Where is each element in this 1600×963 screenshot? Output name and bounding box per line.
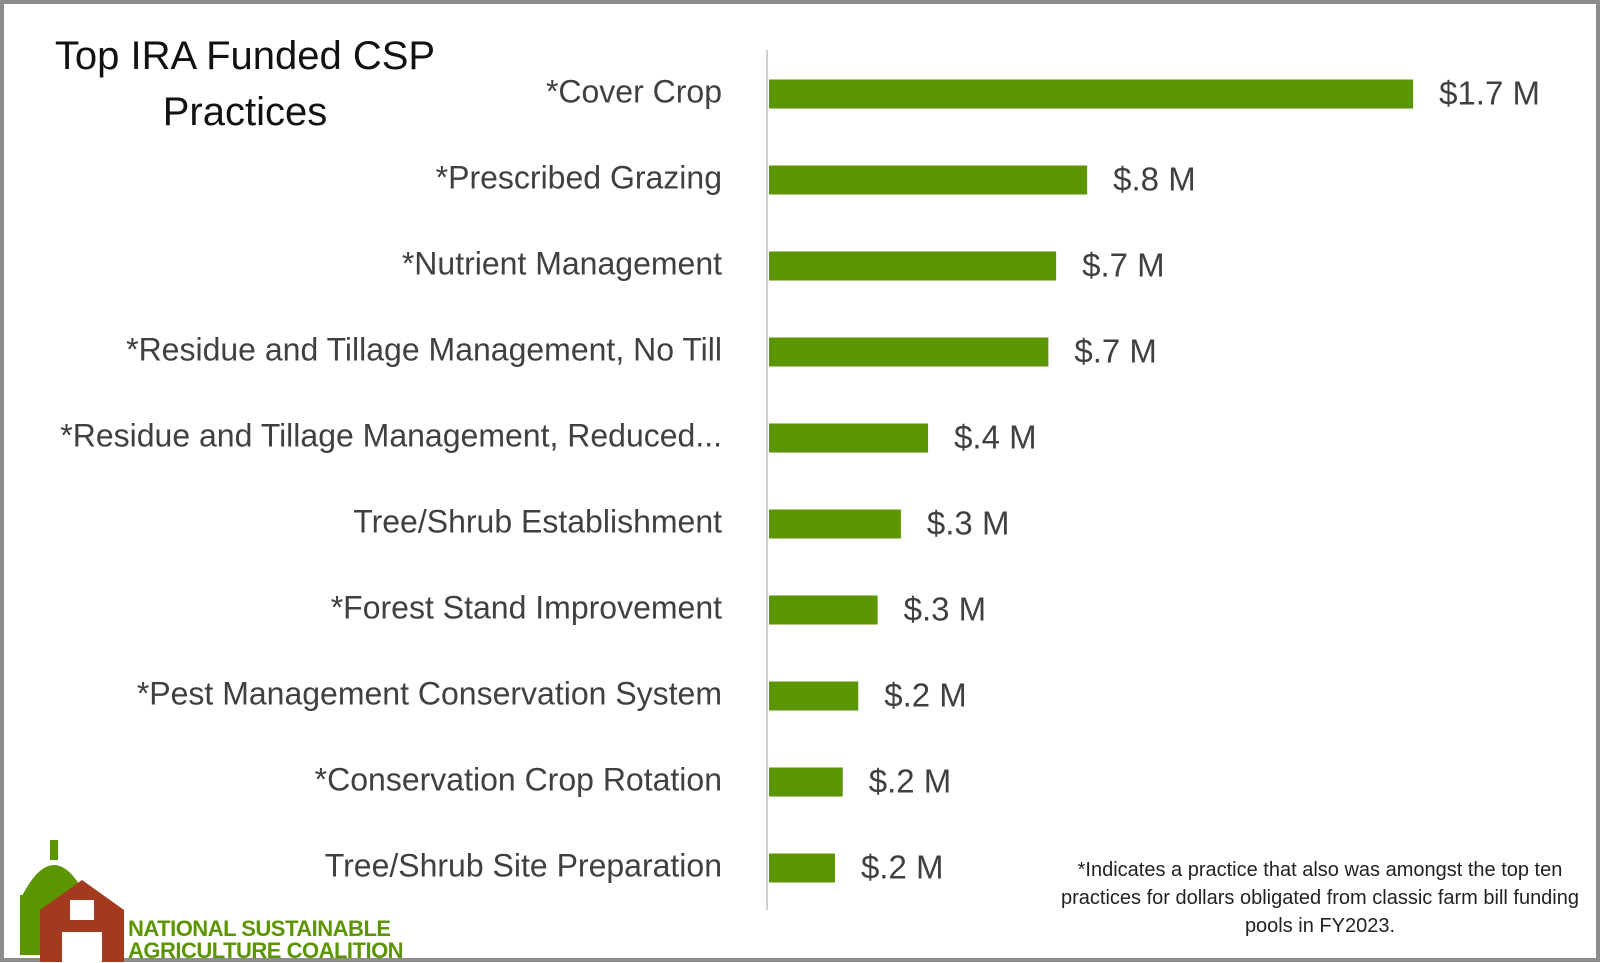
category-label: *Cover Crop — [546, 73, 722, 109]
value-label: $.4 M — [954, 419, 1037, 456]
bar — [769, 337, 1049, 367]
footnote: *Indicates a practice that also was amon… — [1061, 859, 1579, 937]
category-label: *Residue and Tillage Management, Reduced… — [60, 417, 722, 453]
category-label: *Conservation Crop Rotation — [315, 761, 722, 797]
value-label: $.8 M — [1113, 161, 1196, 198]
category-label: *Residue and Tillage Management, No Till — [126, 331, 722, 367]
logo-line: NATIONAL SUSTAINABLE — [128, 916, 391, 941]
category-label: *Pest Management Conservation System — [137, 675, 722, 711]
bar — [769, 595, 878, 625]
value-label: $.2 M — [884, 677, 967, 714]
logo-line: AGRICULTURE COALITION — [128, 938, 404, 963]
value-label: $.2 M — [869, 763, 952, 800]
category-label: Tree/Shrub Site Preparation — [325, 847, 722, 883]
bar — [769, 251, 1057, 281]
bar — [769, 509, 901, 539]
bar — [769, 165, 1088, 195]
category-label: Tree/Shrub Establishment — [353, 503, 722, 539]
category-label: *Nutrient Management — [402, 245, 722, 281]
logo-text: NATIONAL SUSTAINABLE AGRICULTURE COALITIO… — [128, 916, 404, 963]
logo-graphic — [20, 840, 124, 962]
category-label: *Forest Stand Improvement — [331, 589, 722, 625]
chart-title: Top IRA Funded CSP Practices — [54, 34, 436, 134]
bar — [769, 853, 835, 883]
bar — [769, 423, 929, 453]
value-label: $.7 M — [1082, 247, 1165, 284]
value-label: $.2 M — [861, 849, 944, 886]
value-label: $1.7 M — [1439, 75, 1540, 112]
bar — [769, 79, 1414, 109]
value-label: $.3 M — [927, 505, 1010, 542]
category-label: *Prescribed Grazing — [436, 159, 722, 195]
bar — [769, 767, 843, 797]
value-label: $.3 M — [904, 591, 987, 628]
bar — [769, 681, 859, 711]
value-label: $.7 M — [1074, 333, 1157, 370]
